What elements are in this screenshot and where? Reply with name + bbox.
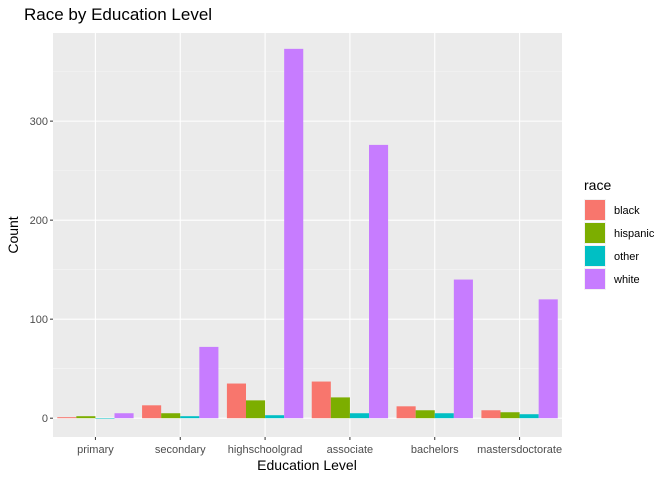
bar-other-highschoolgrad bbox=[265, 415, 285, 419]
x-tick-label: secondary bbox=[155, 444, 206, 456]
legend-key-hispanic bbox=[585, 223, 605, 243]
bar-white-bachelors bbox=[453, 279, 473, 419]
bar-white-primary bbox=[114, 413, 134, 419]
bar-black-highschoolgrad bbox=[226, 383, 246, 419]
bar-other-secondary bbox=[180, 416, 200, 419]
x-tick-label: associate bbox=[327, 444, 373, 456]
legend-key-other bbox=[585, 246, 605, 266]
x-axis-title: Education Level bbox=[257, 457, 357, 473]
x-tick-label: mastersdoctorate bbox=[477, 444, 562, 456]
legend-label-hispanic: hispanic bbox=[614, 228, 655, 240]
chart-title: Race by Education Level bbox=[24, 5, 212, 24]
legend-label-white: white bbox=[613, 274, 640, 286]
bar-hispanic-primary bbox=[76, 416, 96, 419]
bar-black-associate bbox=[311, 381, 331, 419]
x-tick-label: bachelors bbox=[411, 444, 459, 456]
bar-hispanic-secondary bbox=[161, 413, 181, 419]
bar-white-secondary bbox=[199, 346, 219, 419]
bar-white-associate bbox=[369, 144, 389, 419]
bar-other-mastersdoctorate bbox=[519, 414, 539, 419]
bar-other-primary bbox=[95, 418, 115, 419]
legend: race black hispanic other white bbox=[584, 177, 655, 290]
bar-black-bachelors bbox=[396, 406, 416, 419]
y-tick-label: 0 bbox=[42, 413, 48, 425]
bar-black-mastersdoctorate bbox=[481, 410, 501, 419]
legend-key-white bbox=[585, 269, 605, 289]
x-tick-label: highschoolgrad bbox=[228, 444, 303, 456]
bar-hispanic-mastersdoctorate bbox=[500, 412, 520, 419]
bar-white-highschoolgrad bbox=[284, 48, 304, 419]
legend-key-black bbox=[585, 200, 605, 220]
bar-hispanic-associate bbox=[330, 397, 350, 419]
y-axis: 0 100 200 300 bbox=[30, 116, 53, 425]
bar-black-primary bbox=[57, 417, 77, 419]
legend-label-black: black bbox=[614, 205, 640, 217]
x-tick-label: primary bbox=[77, 444, 114, 456]
legend-title: race bbox=[584, 177, 611, 193]
y-tick-label: 100 bbox=[30, 314, 48, 326]
x-axis: primary secondary highschoolgrad associate b… bbox=[77, 437, 562, 456]
major-gridlines bbox=[53, 33, 562, 437]
minor-gridlines bbox=[53, 71, 562, 369]
legend-label-other: other bbox=[614, 251, 639, 263]
y-axis-title: Count bbox=[5, 216, 21, 253]
bar-white-mastersdoctorate bbox=[538, 299, 558, 419]
y-tick-label: 200 bbox=[30, 215, 48, 227]
y-tick-label: 300 bbox=[30, 116, 48, 128]
bar-other-bachelors bbox=[434, 413, 454, 419]
bar-hispanic-bachelors bbox=[415, 410, 435, 419]
bar-other-associate bbox=[349, 413, 370, 419]
bar-black-secondary bbox=[142, 405, 162, 419]
plot-panel bbox=[53, 33, 562, 437]
bar-hispanic-highschoolgrad bbox=[245, 400, 266, 419]
bars bbox=[57, 48, 558, 419]
